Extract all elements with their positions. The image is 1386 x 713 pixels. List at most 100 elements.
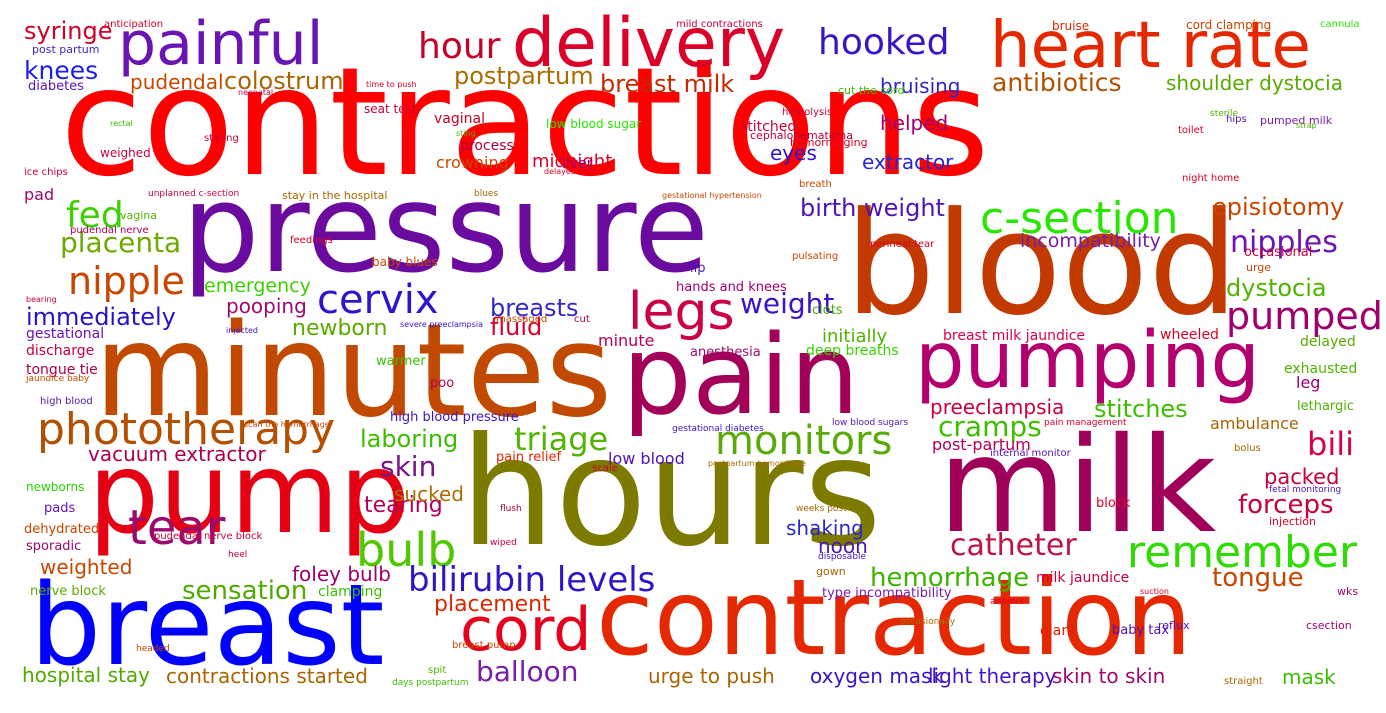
word: pudendal nerve block	[154, 531, 263, 542]
word: block	[1096, 496, 1131, 511]
word: cervix	[317, 277, 439, 323]
word: hour	[418, 26, 501, 67]
word: post-partum	[932, 435, 1031, 454]
word: incompatibility	[1020, 230, 1161, 252]
word: extractor	[862, 150, 954, 174]
word: nerve block	[30, 584, 106, 599]
word: pads	[44, 501, 76, 516]
word: shoulder dystocia	[1166, 71, 1343, 95]
word: hemolysis	[782, 107, 833, 118]
word: gestational hypertension	[662, 191, 762, 200]
word: scale	[592, 463, 618, 474]
word: perineal tear	[870, 239, 935, 250]
word: pain	[622, 311, 860, 439]
word: poo	[430, 376, 455, 391]
word: pressure	[182, 158, 709, 300]
word: process	[460, 138, 514, 154]
word: toilet	[1178, 125, 1204, 136]
word: ambulance	[1210, 414, 1299, 433]
word: phototherapy	[37, 404, 336, 455]
word: disposable	[818, 552, 867, 562]
word: mask	[1282, 665, 1336, 689]
word: pumped	[1226, 294, 1383, 338]
word: syringe	[24, 17, 113, 45]
word: bruise	[1052, 19, 1090, 33]
word: injected	[226, 326, 258, 335]
word: tear	[128, 500, 226, 556]
word: contractions	[60, 36, 990, 210]
word: tongue	[1212, 563, 1304, 593]
word: occasional	[1244, 245, 1313, 260]
word: newborns	[26, 480, 85, 494]
word: postpartum	[454, 62, 594, 90]
word: strap	[1296, 121, 1317, 130]
word: nipple	[68, 259, 185, 303]
word: hands and knees	[676, 280, 787, 295]
word: diabetes	[28, 79, 84, 94]
word: minutes	[94, 297, 613, 446]
word: low blood	[608, 449, 685, 468]
word: weeks post	[796, 504, 847, 514]
word: placenta	[60, 226, 182, 259]
word: tearing	[364, 493, 443, 518]
word: clamping	[318, 584, 383, 600]
word: nipples	[1230, 225, 1338, 260]
word: initially	[822, 326, 888, 347]
word: dehydrated	[24, 522, 100, 537]
word: discharge	[26, 343, 95, 359]
word: cramps	[938, 410, 1042, 443]
word: neonatal	[238, 88, 274, 97]
word: pumping	[915, 316, 1261, 406]
word: flush	[500, 504, 522, 514]
word: triage	[514, 420, 609, 458]
word: scan the hemorrhage	[244, 420, 330, 429]
word: post partum	[32, 43, 100, 56]
word: sting	[456, 129, 476, 138]
word: contraction	[596, 557, 1193, 679]
word: cephalohematoma	[750, 129, 853, 142]
word: newborn	[292, 316, 388, 341]
word: warmer	[376, 354, 426, 369]
word: wiped	[490, 538, 517, 548]
word: minute	[598, 331, 655, 350]
word: gestational	[26, 326, 105, 342]
word: straight	[1224, 676, 1263, 687]
word: urge	[1246, 261, 1272, 274]
word: bilirubin levels	[408, 560, 656, 600]
word: reflux	[1158, 619, 1190, 632]
word: c-section	[980, 193, 1179, 244]
word: csection	[1306, 619, 1352, 632]
word: balloon	[476, 655, 579, 688]
word: milk	[938, 409, 1217, 563]
word: crowning	[436, 153, 509, 172]
word: cord	[460, 595, 592, 665]
word: clots	[812, 303, 843, 318]
word: breath	[799, 179, 832, 190]
word: postpartum hemorrhage	[708, 459, 807, 468]
word: bili	[1307, 425, 1354, 463]
word: knees	[24, 56, 99, 85]
word: high blood	[40, 396, 93, 407]
word: stay in the hospital	[282, 189, 388, 202]
word: pump	[88, 429, 411, 559]
word: packed	[1264, 465, 1340, 489]
word: heart rate	[990, 9, 1311, 83]
word: breasts	[490, 294, 579, 322]
word: weighed	[100, 146, 151, 160]
word: breast	[30, 561, 385, 691]
word: dystocia	[1226, 274, 1327, 302]
word: fetal monitoring	[1269, 485, 1342, 495]
word: breast milk jaundice	[943, 328, 1086, 344]
word: wks	[1337, 585, 1359, 598]
word: pudendal	[130, 70, 224, 94]
word: type incompatibility	[822, 586, 952, 601]
word: leg	[1296, 373, 1321, 392]
word: gestational diabetes	[672, 424, 764, 434]
word: rectal	[110, 119, 133, 128]
word: liver	[562, 156, 593, 172]
word: time to push	[366, 80, 417, 89]
word: hemorrhaging	[790, 136, 868, 149]
word: days postpartum	[392, 678, 469, 688]
word: noon	[818, 534, 868, 558]
